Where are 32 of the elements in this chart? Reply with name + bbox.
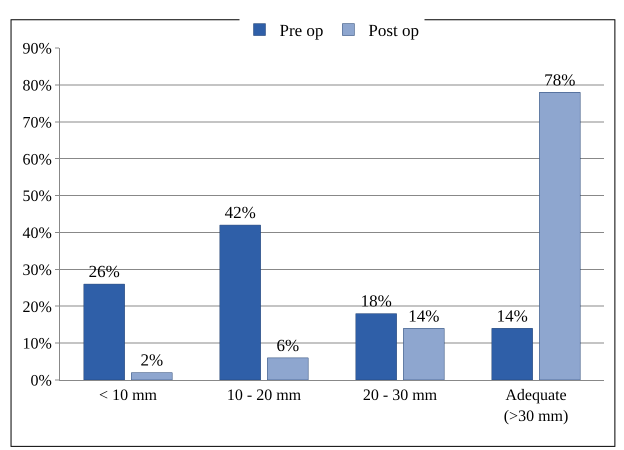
data-label: 42% — [224, 203, 256, 222]
y-tick-label: 30% — [22, 262, 52, 279]
legend-label: Pre op — [280, 21, 324, 40]
y-tick-label: 80% — [22, 77, 52, 94]
bar — [84, 284, 125, 380]
x-tick-label: Adequate (>30 mm) — [504, 387, 568, 425]
legend-label: Post op — [368, 21, 419, 40]
data-label: 6% — [276, 336, 300, 355]
data-label: 78% — [544, 70, 576, 90]
bar — [492, 328, 533, 380]
y-tick-label: 70% — [22, 114, 52, 132]
data-label: 26% — [88, 262, 120, 282]
bar — [220, 224, 261, 380]
y-tick-label: 60% — [22, 151, 52, 168]
y-tick-label: 50% — [22, 188, 52, 206]
bar — [539, 92, 580, 380]
y-tick-label: 90% — [22, 40, 52, 58]
x-tick-label: 10 - 20 mm — [226, 387, 302, 404]
bar — [267, 358, 308, 380]
y-tick-label: 40% — [22, 225, 52, 242]
y-tick-label: 10% — [22, 336, 52, 353]
bar — [403, 328, 444, 380]
data-label: 14% — [496, 306, 528, 326]
data-label: 14% — [408, 306, 440, 326]
y-tick-label: 0% — [30, 372, 52, 390]
bar — [131, 372, 172, 380]
data-label: 18% — [360, 292, 392, 311]
x-tick-label: 20 - 30 mm — [362, 387, 438, 404]
y-tick-label: 20% — [22, 298, 52, 316]
x-tick-label: < 10 mm — [99, 387, 158, 404]
bar — [356, 313, 397, 380]
data-label: 2% — [140, 350, 164, 370]
